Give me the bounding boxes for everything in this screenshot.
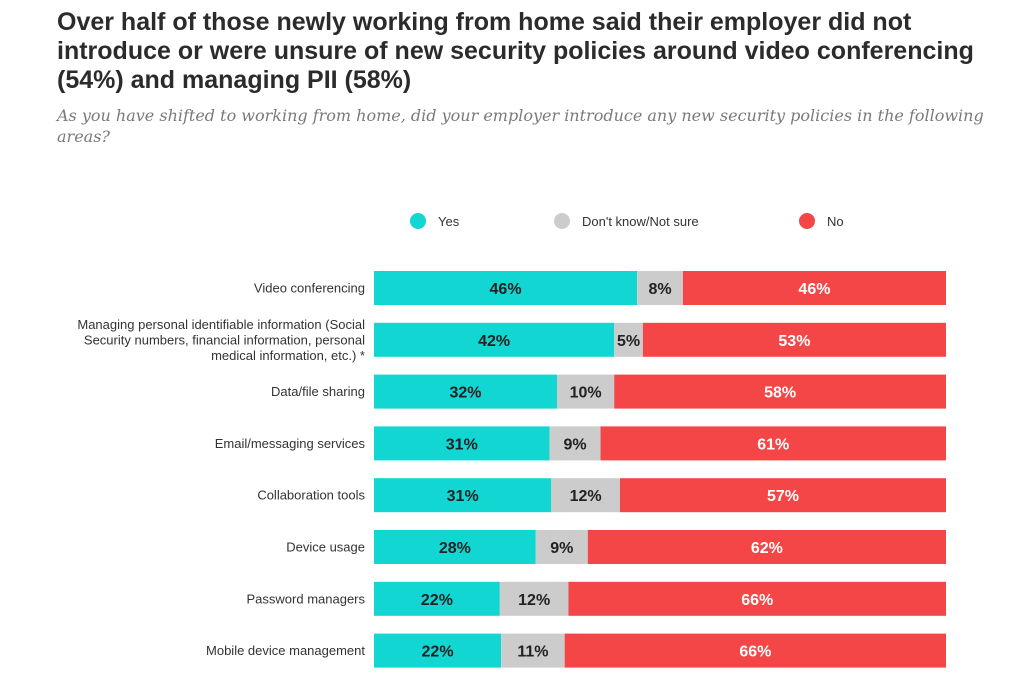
bar-segment-don-t-know-not-sure <box>614 322 643 357</box>
bar-segment-yes <box>374 478 552 513</box>
legend-swatch-don-t-know-not-sure <box>554 213 570 229</box>
bar-value-label: 22% <box>421 592 453 609</box>
bar-segment-no <box>568 581 946 616</box>
bar-value-label: 57% <box>767 488 799 505</box>
bar-segment-don-t-know-not-sure <box>557 374 615 409</box>
bar-value-label: 58% <box>764 385 796 402</box>
bar-segment-yes <box>374 633 502 668</box>
category-label: Video conferencing <box>254 281 365 296</box>
bar-segment-don-t-know-not-sure <box>501 633 565 668</box>
bar-value-label: 12% <box>570 488 602 505</box>
category-label: Email/messaging services <box>215 436 366 451</box>
bar-value-label: 9% <box>550 540 573 557</box>
category-label: Data/file sharing <box>271 384 365 399</box>
legend-label-yes: Yes <box>438 214 460 229</box>
bar-value-label: 22% <box>422 644 454 661</box>
bar-value-label: 10% <box>570 385 602 402</box>
legend-label-no: No <box>827 214 844 229</box>
chart-subtitle: As you have shifted to working from home… <box>57 106 984 146</box>
bar-segment-yes <box>374 271 638 305</box>
legend-label-don-t-know-not-sure: Don't know/Not sure <box>582 214 699 229</box>
bar-value-label: 11% <box>517 644 548 661</box>
bar-value-label: 8% <box>648 281 671 298</box>
bars: 46% 8% 46% 42% 5% 53% 32% 10% 58% 31% 9% 61% 31% 12% 5… <box>374 271 946 668</box>
legend-swatch-yes <box>410 213 426 229</box>
bar-value-label: 53% <box>778 333 810 350</box>
bar-value-label: 5% <box>617 333 640 350</box>
bar-value-label: 46% <box>798 281 830 298</box>
bar-segment-yes <box>374 322 615 357</box>
bar-value-label: 46% <box>490 281 522 298</box>
bar-segment-no <box>564 633 946 668</box>
bar-segment-yes <box>374 530 536 564</box>
bar-segment-don-t-know-not-sure <box>551 478 620 513</box>
bar-segment-yes <box>374 426 550 461</box>
legend-swatch-no <box>799 213 815 229</box>
bar-segment-yes <box>374 581 500 616</box>
bar-segment-no <box>587 530 946 564</box>
bar-segment-no <box>642 322 946 357</box>
bar-value-label: 66% <box>741 592 773 609</box>
legend: Yes Don't know/Not sure No <box>410 213 844 229</box>
bar-segment-no <box>600 426 946 461</box>
chart-title: Over half of those newly working from ho… <box>57 8 974 94</box>
category-label: Collaboration tools <box>257 488 365 503</box>
category-label: Managing personal identifiable informati… <box>77 317 365 363</box>
bar-segment-don-t-know-not-sure <box>637 271 683 305</box>
bar-segment-no <box>619 478 946 513</box>
category-label: Device usage <box>286 540 365 555</box>
bar-value-label: 28% <box>439 540 471 557</box>
bar-value-label: 61% <box>757 436 789 453</box>
bar-segment-don-t-know-not-sure <box>535 530 588 564</box>
bar-value-label: 42% <box>478 333 510 350</box>
category-label: Mobile device management <box>206 643 365 658</box>
category-label: Password managers <box>247 591 366 606</box>
bar-value-label: 12% <box>518 592 550 609</box>
bar-value-label: 31% <box>446 436 478 453</box>
bar-segment-no <box>682 271 946 305</box>
bar-value-label: 62% <box>751 540 783 557</box>
bar-segment-don-t-know-not-sure <box>549 426 601 461</box>
bar-value-label: 31% <box>447 488 479 505</box>
bar-segment-don-t-know-not-sure <box>499 581 569 616</box>
bar-segment-yes <box>374 374 558 409</box>
bar-value-label: 66% <box>739 644 771 661</box>
bar-segment-no <box>614 374 946 409</box>
bar-value-label: 32% <box>450 385 482 402</box>
category-labels: Video conferencing Managing personal iden… <box>77 281 365 659</box>
bar-value-label: 9% <box>563 436 586 453</box>
